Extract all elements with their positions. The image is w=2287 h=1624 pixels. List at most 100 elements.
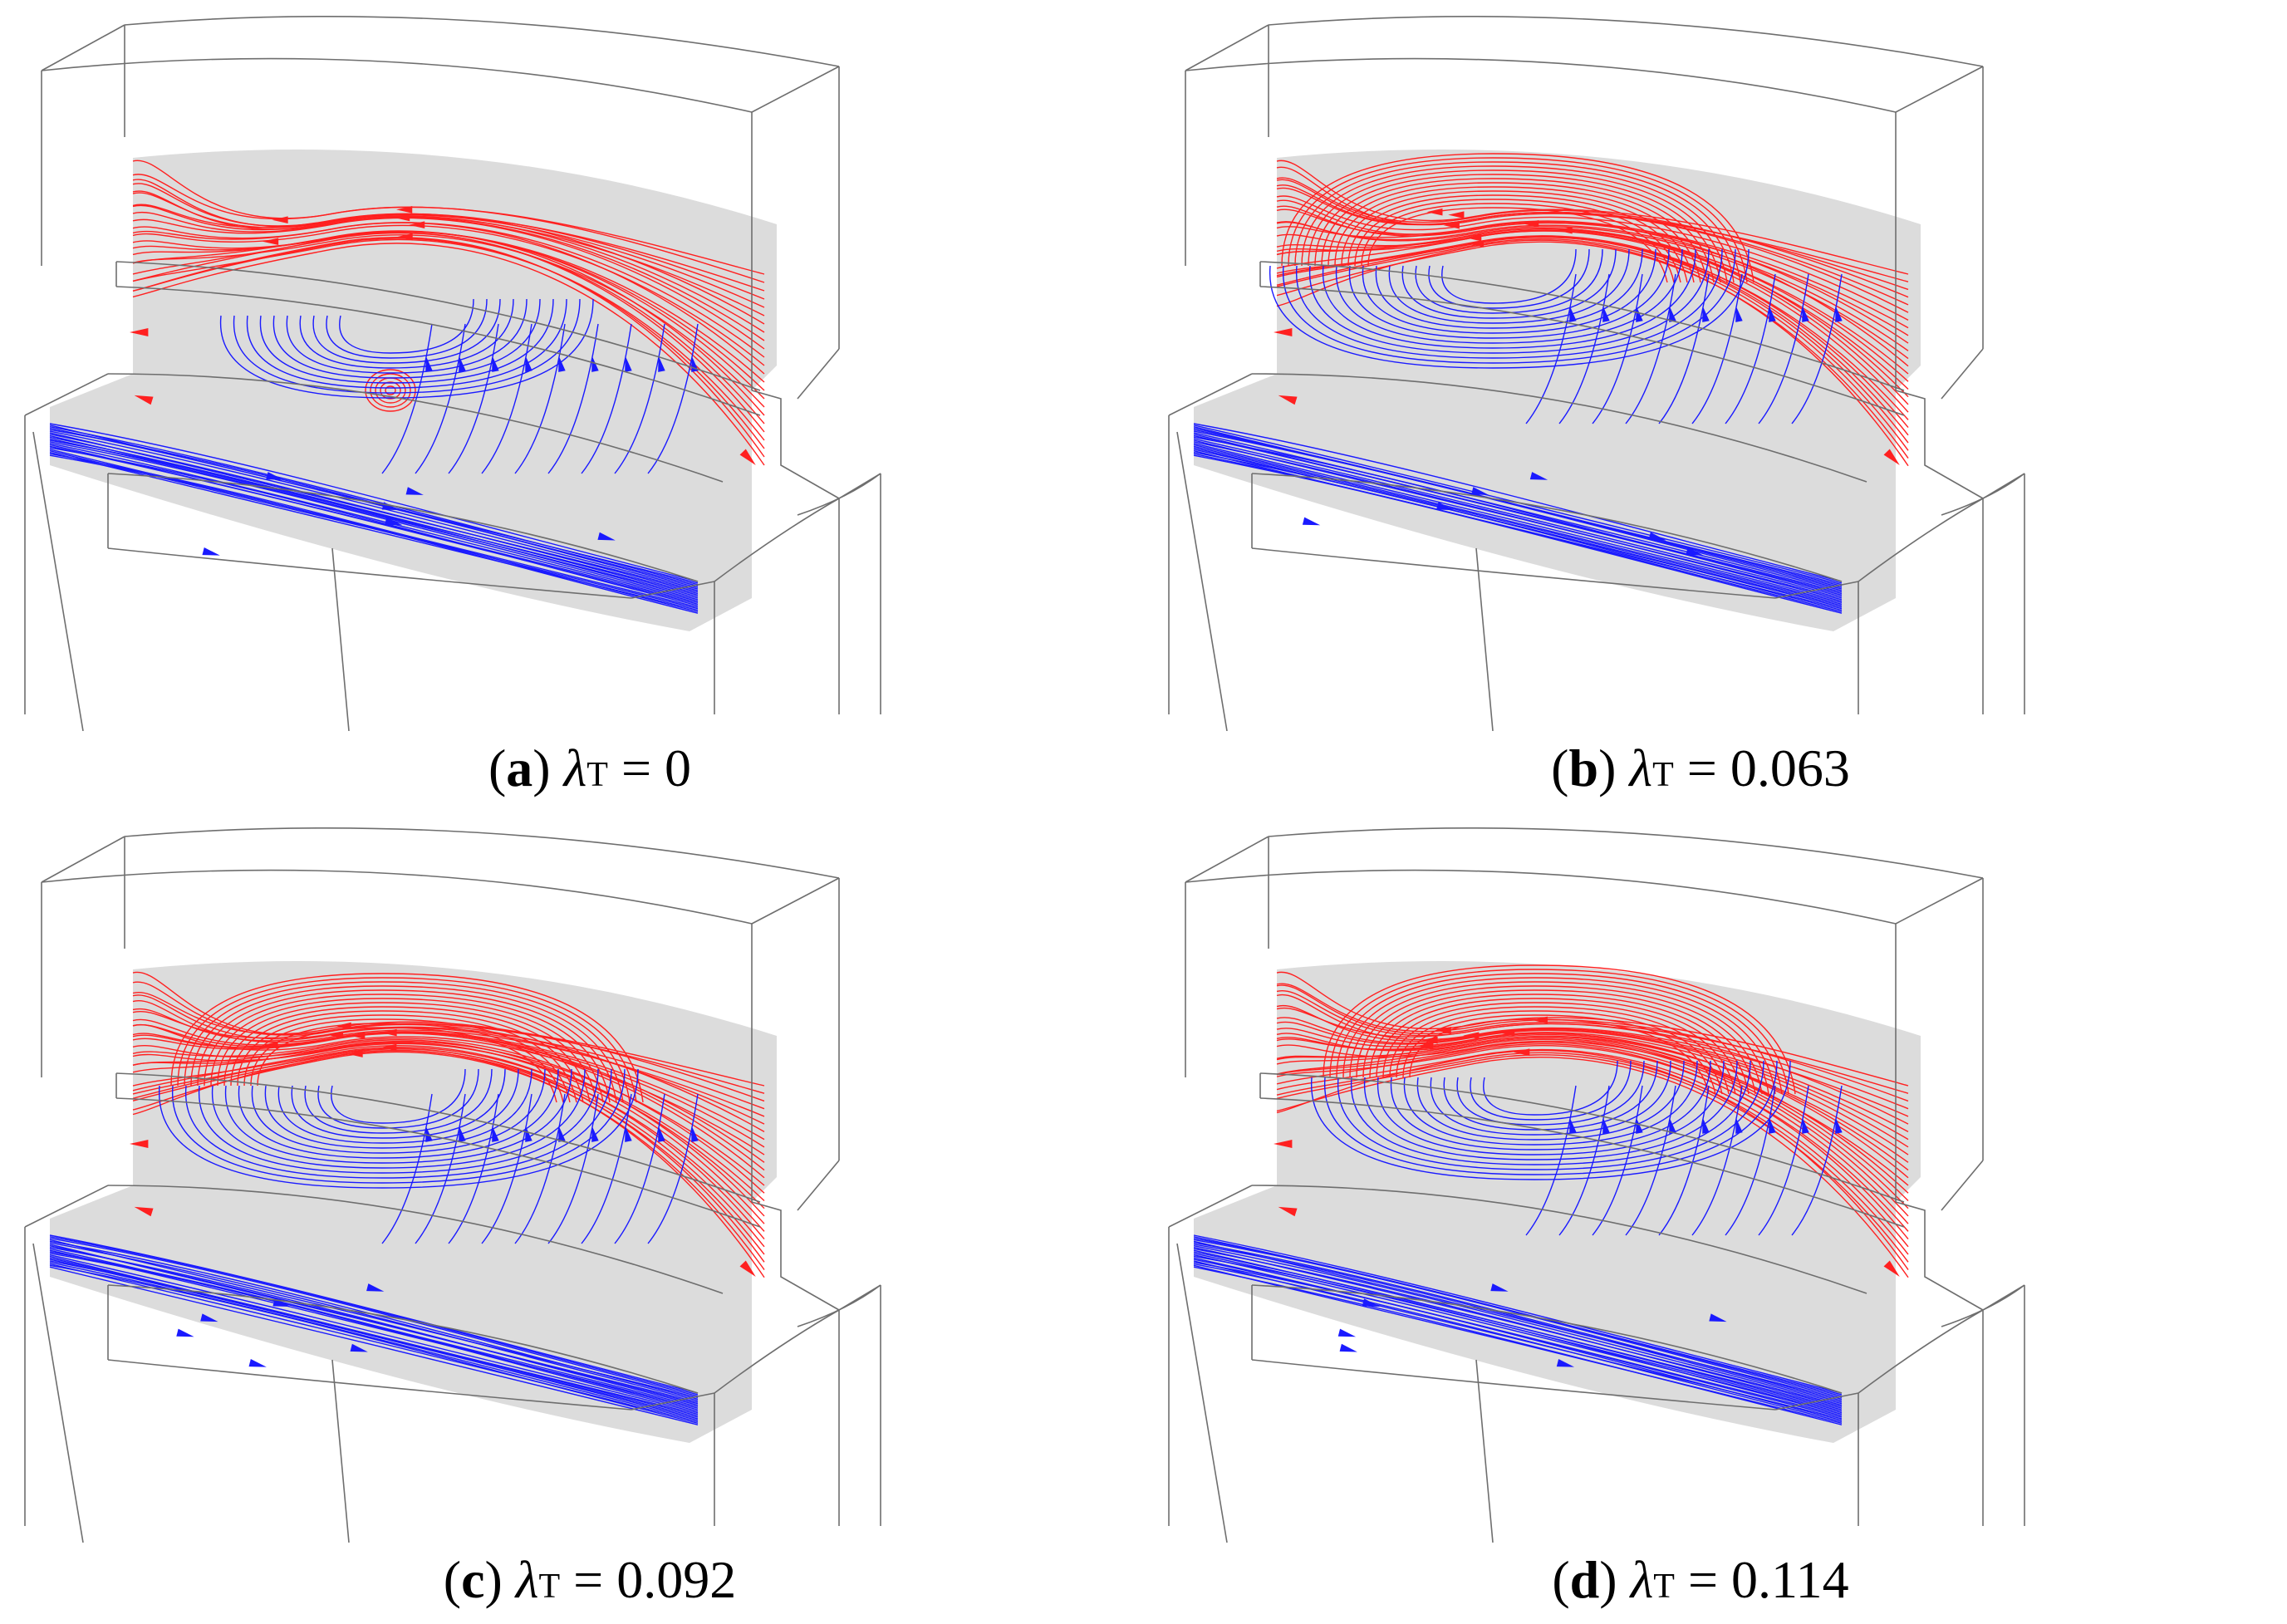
streamline-arrow	[1636, 1117, 1643, 1134]
cavity-streamline	[514, 323, 566, 474]
vortex-lower-line	[272, 298, 541, 379]
wireframe-box	[1168, 827, 2025, 1543]
vortex-lower-line	[1470, 1060, 1632, 1121]
wireframe-edge	[1168, 1185, 1253, 1228]
streamline-arrow	[691, 1126, 699, 1142]
wireframe-edge	[797, 473, 881, 516]
lower-streamline	[1193, 1251, 1843, 1411]
wireframe-edge	[1251, 1185, 1867, 1294]
streamline-arrow	[625, 356, 632, 372]
vortex-lower-line	[1295, 248, 1723, 359]
upper-streamline	[132, 1048, 765, 1263]
lower-streamline	[1193, 1234, 1843, 1394]
streamline-arrow	[1835, 1117, 1843, 1134]
wireframe-edge	[115, 286, 761, 416]
vortex-lower-line	[326, 298, 488, 359]
streamline-arrow	[1556, 1358, 1575, 1367]
lower-streamline	[49, 1245, 699, 1405]
lower-streamline	[49, 434, 699, 593]
cavity-streamline	[581, 323, 632, 474]
streamline-arrow	[492, 1126, 499, 1142]
upper-streamline	[1276, 1033, 1909, 1179]
lower-streamline	[49, 436, 699, 596]
upper-streamline	[1276, 195, 1909, 321]
upper-streamline	[132, 174, 765, 283]
caption-subscript: T	[586, 756, 608, 794]
vortex-upper-line	[1308, 169, 1728, 283]
cavity-streamline	[381, 323, 433, 474]
vortex-lower-line	[1456, 1060, 1645, 1126]
upper-streamline	[1276, 228, 1909, 405]
vortex-lower-line	[1375, 248, 1643, 329]
wireframe-edge	[1251, 473, 1843, 582]
wireframe-edge	[631, 581, 715, 599]
vortex-lower-line	[1443, 1060, 1658, 1131]
caption-a: (a) λT = 0	[488, 738, 692, 797]
streamline-arrow	[202, 547, 220, 556]
streamline-arrow	[1769, 306, 1776, 322]
lower-streamline	[1193, 1248, 1843, 1408]
vortex-upper-line	[1356, 985, 1763, 1095]
upper-streamline	[132, 1038, 765, 1194]
caption-value: 0.092	[616, 1550, 737, 1609]
lower-streamline	[1193, 1244, 1843, 1403]
vortex-upper-line	[1367, 207, 1668, 283]
vortex-lower-line	[286, 298, 528, 374]
streamline-plot-d	[1168, 827, 2025, 1543]
upper-streamline	[1276, 221, 1909, 367]
wireframe-edge	[41, 57, 753, 113]
vortex-core	[365, 369, 416, 412]
wireframe-edge	[751, 390, 840, 499]
cavity-streamline	[415, 323, 466, 474]
cavity-streamline	[1791, 273, 1843, 424]
vortex-lower-line	[224, 1068, 572, 1164]
caption-subscript: T	[1652, 756, 1674, 794]
wireframe-edge	[107, 1359, 632, 1411]
streamline-arrow	[1465, 233, 1482, 242]
streamline-arrow	[263, 238, 279, 246]
wireframe-edge	[32, 1243, 84, 1543]
vortex-upper-line	[1389, 1006, 1730, 1095]
wireframe-edge	[32, 431, 84, 731]
streamline-arrow	[1735, 1117, 1743, 1134]
lower-streamline	[1193, 1263, 1843, 1423]
vortex-upper-line	[1336, 973, 1783, 1095]
lower-streamline	[1193, 438, 1843, 597]
vortex-lower-line	[1337, 1060, 1764, 1170]
upper-streamline	[1276, 238, 1909, 451]
wireframe-edge	[631, 1392, 715, 1411]
lower-streamline	[49, 430, 699, 590]
lower-streamline	[49, 1242, 699, 1401]
figure-panel-b: (b) λT = 0.063	[1144, 0, 2287, 812]
wireframe-edge	[714, 498, 840, 582]
wireframe-edge	[331, 1359, 350, 1543]
wireframe-edge	[41, 24, 125, 71]
vortex-upper-line	[217, 1002, 597, 1103]
lower-streamline	[1193, 1255, 1843, 1415]
vortex-upper-line	[1354, 199, 1681, 283]
streamline-arrow	[1802, 306, 1809, 322]
wireframe-edge	[714, 1309, 840, 1394]
streamline-arrow	[739, 449, 756, 466]
wireframe-edge	[1185, 869, 1897, 925]
cavity-streamline	[1558, 273, 1610, 424]
cavity-streamline	[647, 1093, 699, 1244]
vortex-upper-line	[223, 1006, 591, 1103]
streamline-arrow	[409, 221, 425, 229]
vortex-lower-line	[1324, 1060, 1778, 1175]
lower-streamline	[49, 1253, 699, 1412]
upper-streamline	[132, 230, 765, 416]
lower-streamline	[49, 451, 699, 611]
wireframe-edge	[1895, 390, 1984, 499]
streamline-arrow	[1448, 211, 1465, 219]
streamline-arrow	[658, 1126, 665, 1142]
vortex-upper-line	[197, 989, 617, 1103]
cavity-streamline	[415, 1093, 466, 1244]
wireframe-edge	[107, 373, 724, 483]
vortex-upper-line	[1341, 190, 1695, 283]
cavity-streamline	[1558, 1085, 1610, 1236]
upper-streamline	[1276, 1033, 1909, 1171]
vortex-upper-line	[1328, 182, 1708, 283]
vortex-lower-line	[317, 1068, 479, 1129]
upper-streamline	[132, 999, 765, 1117]
